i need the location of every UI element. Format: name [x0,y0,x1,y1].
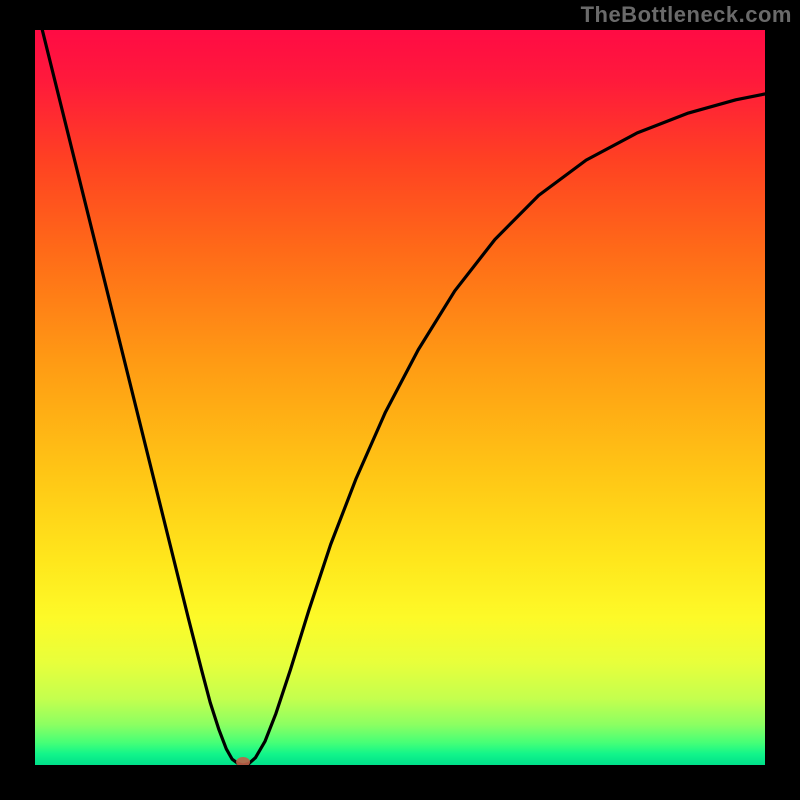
watermark-text: TheBottleneck.com [581,2,792,28]
plot-area [35,30,765,765]
chart-root: TheBottleneck.com [0,0,800,800]
plot-svg [35,30,765,765]
gradient-background [35,30,765,765]
